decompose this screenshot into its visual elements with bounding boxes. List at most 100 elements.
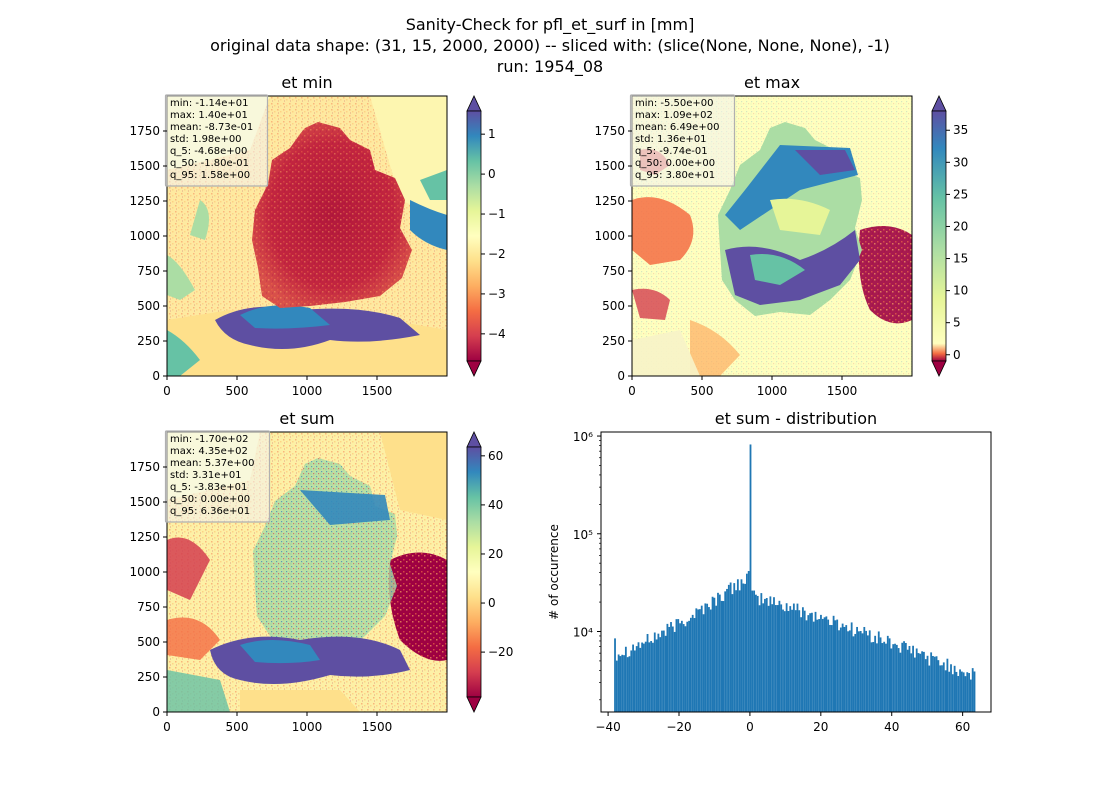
histogram-bar <box>926 655 929 712</box>
stats-box: min: -1.14e+01 max: 1.40e+01 mean: -8.73… <box>164 94 269 187</box>
histogram-bar <box>944 670 947 712</box>
histogram-bar <box>973 671 976 712</box>
histogram-bar <box>877 631 880 712</box>
histogram-bar <box>942 662 945 712</box>
x-tick-label: 60 <box>955 720 970 734</box>
histogram-bar <box>843 626 846 712</box>
x-tick-label: 0 <box>163 384 171 398</box>
histogram-bar <box>771 604 774 712</box>
histogram-bar <box>830 625 833 712</box>
histogram-bar <box>924 659 927 712</box>
histogram-bar <box>950 664 952 712</box>
y-tick-label: 250 <box>602 334 625 348</box>
histogram-bar <box>935 656 938 712</box>
x-axis: 0 500 1000 1500 <box>163 712 392 734</box>
histogram-bar <box>955 671 958 712</box>
histogram-bar <box>633 650 636 712</box>
y-axis: 0 250 500 750 1000 1250 1500 1750 <box>129 460 167 719</box>
stat-line: min: -1.14e+01 <box>170 98 249 109</box>
panel-et-min: et min min: -1.14e+01 max: 1.40e+01 mean… <box>129 73 505 398</box>
histogram-bar <box>825 616 828 712</box>
x-axis: 0 500 1000 1500 <box>163 376 392 398</box>
x-tick-label: −20 <box>666 720 691 734</box>
x-tick-label: 500 <box>226 720 249 734</box>
histogram-bar <box>688 620 690 712</box>
histogram-bar <box>957 675 960 712</box>
histogram-bar <box>856 626 858 712</box>
histogram-bar <box>789 606 792 712</box>
histogram-bar <box>785 603 788 712</box>
colorbar-tick-label: 0 <box>953 348 961 362</box>
histogram-bar <box>928 665 931 712</box>
colorbar-extend-top <box>466 95 482 112</box>
histogram-bar <box>908 646 911 712</box>
colorbar-tick-label: 0 <box>488 596 496 610</box>
stat-line: max: 1.40e+01 <box>170 110 248 121</box>
histogram-bar <box>794 610 797 712</box>
colorbar-tick-label: 30 <box>953 155 968 169</box>
y-tick-label: 1000 <box>594 229 625 243</box>
histogram-bar <box>755 594 757 712</box>
histogram-bar <box>798 610 801 712</box>
histogram-bar <box>939 665 942 712</box>
histogram-bar <box>738 590 741 712</box>
histogram-bar <box>847 631 849 712</box>
histogram-bar <box>964 676 967 712</box>
histogram-bar <box>639 647 642 712</box>
histogram-bar <box>666 623 669 712</box>
y-tick-label: 250 <box>137 670 160 684</box>
histogram-bar <box>874 635 877 712</box>
histogram-bar <box>679 623 681 712</box>
colorbar-tick-label: 20 <box>488 547 503 561</box>
x-tick-label: 0 <box>163 720 171 734</box>
histogram-bar <box>807 615 810 712</box>
histogram-bar <box>745 573 748 712</box>
histogram-bar <box>791 609 793 712</box>
histogram-bar <box>800 617 802 712</box>
histogram-bar <box>897 648 900 712</box>
histogram-bar <box>614 638 616 712</box>
stat-line: std: 3.31e+01 <box>170 470 242 481</box>
histogram-bar <box>664 635 667 712</box>
histogram-bar <box>903 641 905 712</box>
histogram-bar <box>881 643 884 712</box>
y-tick-label: 10⁴ <box>573 625 593 639</box>
histogram-bar <box>637 642 640 712</box>
y-tick-label: 1750 <box>129 124 160 138</box>
histogram-bar <box>895 644 898 712</box>
histogram-bar <box>876 643 878 712</box>
histogram-bar <box>885 643 887 712</box>
histogram-bar <box>747 571 750 712</box>
colorbar-tick-label: 1 <box>488 127 496 141</box>
stat-line: q_95: 3.80e+01 <box>635 170 715 181</box>
y-tick-label: 750 <box>137 600 160 614</box>
histogram-bar <box>820 614 822 712</box>
histogram-bar <box>671 626 674 712</box>
histogram-bar <box>852 636 855 712</box>
histogram-bar <box>704 603 707 712</box>
histogram-bar <box>668 626 671 712</box>
colorbar-extend-bottom <box>466 360 482 377</box>
stat-line: mean: -8.73e-01 <box>170 122 253 133</box>
histogram-bar <box>951 674 954 712</box>
x-axis: 0 500 1000 1500 <box>628 376 857 398</box>
histogram-bar <box>829 624 831 712</box>
y-tick-label: 1500 <box>129 495 160 509</box>
stats-box-frame <box>629 94 736 187</box>
histogram-bar <box>834 620 837 712</box>
histogram-bar <box>650 641 653 712</box>
colorbar-tick-label: 40 <box>488 498 503 512</box>
histogram-bar <box>626 657 629 712</box>
histogram-bar <box>968 673 970 712</box>
histogram-bar <box>708 607 710 712</box>
histogram-bar <box>615 660 618 712</box>
y-tick-label: 10⁵ <box>573 528 593 542</box>
histogram-bar <box>787 611 790 712</box>
histogram-bar <box>662 630 665 712</box>
histogram-bar <box>867 635 869 712</box>
histogram-bar <box>767 605 770 712</box>
x-tick-label: 500 <box>226 384 249 398</box>
histogram-bar <box>726 588 728 712</box>
histogram-bar <box>841 623 844 712</box>
